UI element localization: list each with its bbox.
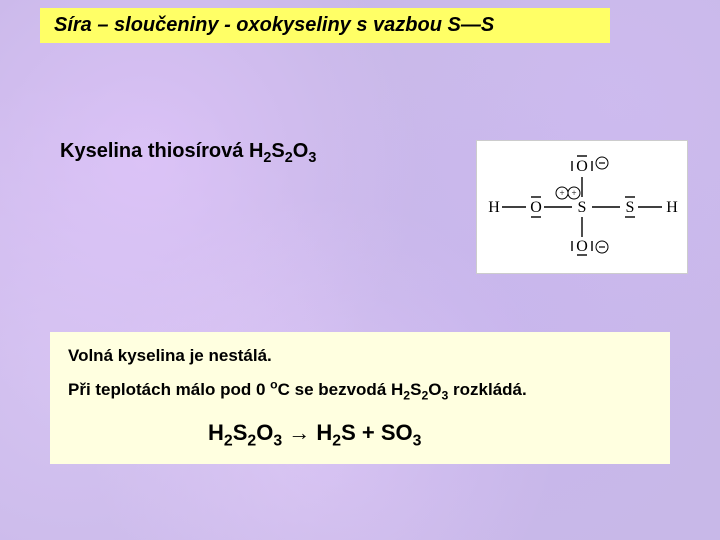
eq-plus: + [356,420,381,445]
eq-r2: 2 [332,432,341,449]
subtitle-row: Kyselina thiosírová H2S2O3 H O S + [60,140,688,274]
lewis-structure-svg: H O S + + S [482,147,682,267]
eq-l2b: 2 [247,432,256,449]
atom-h-left: H [488,199,500,216]
svg-text:+: + [559,188,564,198]
subtitle-sub3: 3 [308,150,316,166]
body-text-box: Volná kyselina je nestálá. Při teplotách… [50,332,670,464]
l2-p4: O [428,380,441,399]
eq-l3: 3 [273,432,282,449]
l2-sup: o [270,377,277,391]
eq-rso: SO [381,420,413,445]
atom-h-right: H [666,199,678,216]
title-part-1: Síra – sloučeniny [54,14,219,36]
l2-p3: S [410,380,421,399]
title-part-2: - oxokyseliny s vazbou S—S [219,14,495,36]
structure-diagram: H O S + + S [476,140,688,274]
l2-p5: rozkládá. [448,380,526,399]
eq-rh: H [316,420,332,445]
compound-name: Kyselina thiosírová H2S2O3 [60,140,316,163]
body-line-1: Volná kyselina je nestálá. [68,346,652,366]
eq-ls: S [233,420,248,445]
eq-lh: H [208,420,224,445]
eq-rs: S [341,420,356,445]
eq-r3: 3 [413,432,422,449]
body-line-2: Při teplotách málo pod 0 oC se bezvodá H… [68,380,652,400]
atom-s-center: S [578,199,587,216]
l2-p1: Při teplotách málo pod 0 [68,380,270,399]
subtitle-pre: Kyselina thiosírová H [60,140,263,162]
reaction-equation: H2S2O3 → H2S + SO3 [68,420,652,446]
atom-o-left: O [530,199,542,216]
eq-l2a: 2 [224,432,233,449]
atom-o-top: O [576,158,588,175]
l2-p2: C se bezvodá H [278,380,404,399]
atom-o-bottom: O [576,238,588,255]
subtitle-mid2: O [293,140,309,162]
slide-title-box: Síra – sloučeniny - oxokyseliny s vazbou… [40,8,610,43]
subtitle-mid1: S [271,140,284,162]
eq-lo: O [256,420,273,445]
svg-text:+: + [571,188,576,198]
eq-arrow: → [282,420,316,445]
atom-s-right: S [626,199,635,216]
subtitle-sub2: 2 [285,150,293,166]
